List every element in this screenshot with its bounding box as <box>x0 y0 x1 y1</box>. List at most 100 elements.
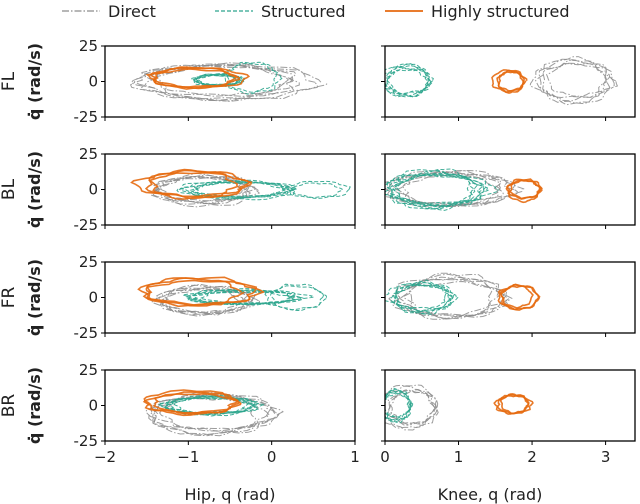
panel-data <box>142 389 284 437</box>
series-line-structured <box>198 290 304 304</box>
legend-label: Direct <box>108 2 156 21</box>
series-line-structured <box>189 179 295 201</box>
series-line-structured <box>393 173 486 210</box>
series-line-structured <box>389 173 487 207</box>
row-label: BL <box>0 178 19 200</box>
x-tick-label: 1 <box>350 448 360 466</box>
y-axis-label: q̇ (rad/s) <box>25 151 44 228</box>
series-line-highly-structured <box>148 169 253 200</box>
x-tick-label: 0 <box>267 448 277 466</box>
series-line-structured <box>284 180 351 199</box>
series-line-direct <box>161 283 242 316</box>
row-label-fl: FL q̇ (rad/s) <box>0 43 44 120</box>
series-line-structured <box>386 63 429 98</box>
series-line-highly-structured <box>152 391 242 415</box>
y-tick-label: 0 <box>88 397 98 415</box>
series-line-highly-structured <box>142 277 245 308</box>
series-line-structured <box>395 284 453 312</box>
series-line-direct <box>151 392 280 436</box>
series-line-structured <box>171 394 250 417</box>
y-axis-label: q̇ (rad/s) <box>25 367 44 444</box>
series-line-direct <box>156 284 255 317</box>
series-line-structured <box>264 285 329 311</box>
panel-data <box>137 276 329 317</box>
series-line-direct <box>545 62 611 98</box>
row-label: FR <box>0 287 19 309</box>
series-line-highly-structured <box>508 179 543 200</box>
series-line-structured <box>386 63 431 98</box>
x-tick-label: 2 <box>527 448 537 466</box>
x-tick-label: −1 <box>177 448 199 466</box>
series-line-highly-structured <box>497 283 541 311</box>
series-line-structured <box>393 282 459 313</box>
series-line-highly-structured <box>505 178 541 204</box>
series-line-direct <box>529 62 619 99</box>
panel-fl-hip: 25 0 -25 <box>74 37 356 126</box>
series-line-direct <box>397 278 507 320</box>
series-line-direct <box>393 170 502 207</box>
panel-fr-knee <box>381 261 636 337</box>
series-line-structured <box>385 388 412 421</box>
series-line-structured <box>385 173 483 208</box>
panel-fr-hip: 25 0 -25 <box>74 253 356 342</box>
series-line-structured <box>178 180 289 199</box>
series-line-highly-structured <box>152 68 241 88</box>
series-line-structured <box>389 169 475 211</box>
series-line-direct <box>387 170 525 207</box>
y-tick-label: 25 <box>79 361 98 379</box>
y-tick-label: 25 <box>79 145 98 163</box>
panel-bl-knee <box>381 153 636 229</box>
series-line-direct <box>151 287 251 314</box>
y-axis-label: q̇ (rad/s) <box>25 259 44 336</box>
series-line-structured <box>182 289 316 305</box>
series-line-structured <box>385 393 410 419</box>
panel-fl-knee <box>381 45 636 121</box>
legend-entry-structured: Structured <box>215 2 346 21</box>
row-label-fr: FR q̇ (rad/s) <box>0 259 44 336</box>
panel-data <box>385 56 619 106</box>
y-tick-label: 25 <box>79 253 98 271</box>
series-line-structured <box>385 66 434 95</box>
panel-data <box>385 272 541 320</box>
y-axis-label: q̇ (rad/s) <box>25 43 44 120</box>
series-line-highly-structured <box>491 69 528 93</box>
series-line-direct <box>388 389 439 425</box>
series-line-direct <box>160 288 261 314</box>
series-line-direct <box>129 63 318 100</box>
series-line-structured <box>385 174 500 204</box>
series-line-direct <box>396 280 508 316</box>
series-line-highly-structured <box>142 392 239 414</box>
series-line-structured <box>176 180 292 198</box>
series-line-direct <box>148 393 257 437</box>
x-tick-label: 3 <box>601 448 611 466</box>
panel-bl-hip: 25 0 -25 <box>74 145 356 234</box>
series-line-highly-structured <box>497 69 525 94</box>
panel-frame <box>384 153 636 226</box>
row-label-br: BR q̇ (rad/s) <box>0 367 44 444</box>
x-tick-label: −2 <box>94 448 116 466</box>
x-tick-label: 0 <box>380 448 390 466</box>
series-line-direct <box>388 273 510 317</box>
legend-entry-highly-structured: Highly structured <box>385 2 570 21</box>
series-line-highly-structured <box>130 171 251 198</box>
x-axis-label-hip: Hip, q (rad) <box>184 485 275 504</box>
series-line-structured <box>289 182 343 199</box>
x-tick-label: 1 <box>454 448 464 466</box>
y-tick-label: -25 <box>74 432 99 450</box>
row-label: FL <box>0 71 19 91</box>
series-line-direct <box>158 393 272 432</box>
series-line-direct <box>534 56 611 105</box>
y-tick-label: -25 <box>74 108 99 126</box>
x-axis-label-knee: Knee, q (rad) <box>438 485 543 504</box>
series-line-direct <box>133 62 295 102</box>
panel-br-knee: 0 1 2 3 <box>380 369 636 466</box>
y-tick-label: 0 <box>88 73 98 91</box>
series-line-direct <box>392 276 513 320</box>
series-line-structured <box>385 69 429 98</box>
panel-frame <box>384 45 636 118</box>
panel-data <box>130 168 351 208</box>
series-line-direct <box>149 394 270 437</box>
series-line-structured <box>223 62 283 95</box>
y-tick-label: 0 <box>88 289 98 307</box>
